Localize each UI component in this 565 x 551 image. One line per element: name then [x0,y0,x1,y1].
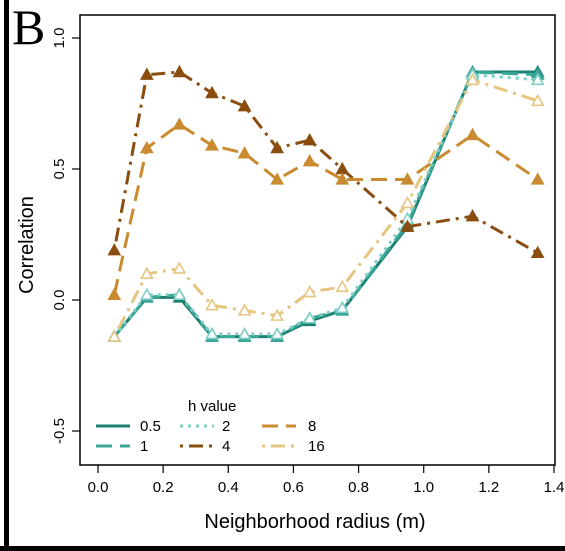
y-tick-label: 1.0 [51,28,68,49]
x-tick-label: 1.0 [413,479,434,496]
legend: h value 0.5 1 2 4 8 16 [96,398,325,455]
series-line [112,122,539,296]
x-tick-label: 0.8 [348,479,369,496]
data-point-marker [335,172,350,185]
series-line [112,70,539,255]
data-point-marker [172,64,187,78]
series-16 [107,72,545,342]
data-point-marker [530,72,545,86]
series-lines [107,64,545,342]
data-point-marker [530,245,545,259]
data-point-marker [400,195,415,209]
left-border-rule [4,0,9,551]
data-point-marker [172,261,187,274]
x-tick-label: 1.2 [478,479,499,496]
data-point-marker [205,138,219,151]
data-point-marker [107,243,122,256]
data-point-marker [302,153,317,167]
data-point-marker [107,287,122,300]
data-point-marker [172,287,187,300]
legend-label: 16 [308,438,325,455]
legend-label: 4 [222,438,230,455]
data-point-marker [270,326,285,340]
y-tick-label: 0.5 [51,159,68,180]
data-point-marker [270,172,285,185]
x-axis-label: Neighborhood radius (m) [204,511,425,533]
series-8 [107,117,545,300]
data-point-marker [237,146,252,159]
data-point-marker [302,284,317,298]
data-point-marker [400,172,415,185]
data-point-marker [465,209,480,222]
x-tick-label: 0.2 [153,479,174,496]
data-point-marker [237,303,252,316]
x-tick-label: 1.4 [544,479,565,496]
data-point-marker [205,85,219,99]
data-point-marker [139,287,154,300]
data-point-marker [530,93,545,107]
bottom-border-rule [0,546,565,551]
panel-label: B [12,0,46,55]
data-point-marker [335,300,350,314]
data-point-marker [139,266,154,280]
data-point-marker [237,98,252,112]
data-point-marker [270,140,285,154]
data-point-marker [465,127,480,141]
data-point-marker [465,72,480,86]
x-tick-label: 0.6 [283,479,304,496]
data-point-marker [139,140,154,154]
data-point-marker [400,219,415,232]
plot-frame [79,14,556,466]
data-point-marker [205,326,219,340]
data-point-marker [302,311,317,324]
legend-label: 2 [222,418,230,435]
y-axis-label: Correlation [16,196,38,294]
y-tick-label: 0.0 [51,290,68,311]
data-point-marker [172,117,187,130]
legend-label: 0.5 [140,418,161,435]
data-point-marker [237,326,252,340]
series-4 [107,64,545,259]
data-point-marker [205,298,219,311]
legend-label: 1 [140,438,148,455]
data-point-marker [302,133,317,146]
data-point-marker [139,67,154,80]
data-point-marker [530,172,545,185]
data-point-marker [270,308,285,321]
data-point-marker [335,161,350,175]
data-point-marker [335,279,350,293]
legend-title: h value [188,398,236,415]
axes: 0.0 0.2 0.4 0.6 0.8 1.0 1.2 1.4 -0.5 0.0 0.5 1.0 [51,14,565,496]
y-tick-label: -0.5 [51,418,68,444]
x-tick-label: 0.4 [218,479,239,496]
legend-label: 8 [308,418,316,435]
x-tick-label: 0.0 [88,479,109,496]
data-point-marker [107,329,122,342]
